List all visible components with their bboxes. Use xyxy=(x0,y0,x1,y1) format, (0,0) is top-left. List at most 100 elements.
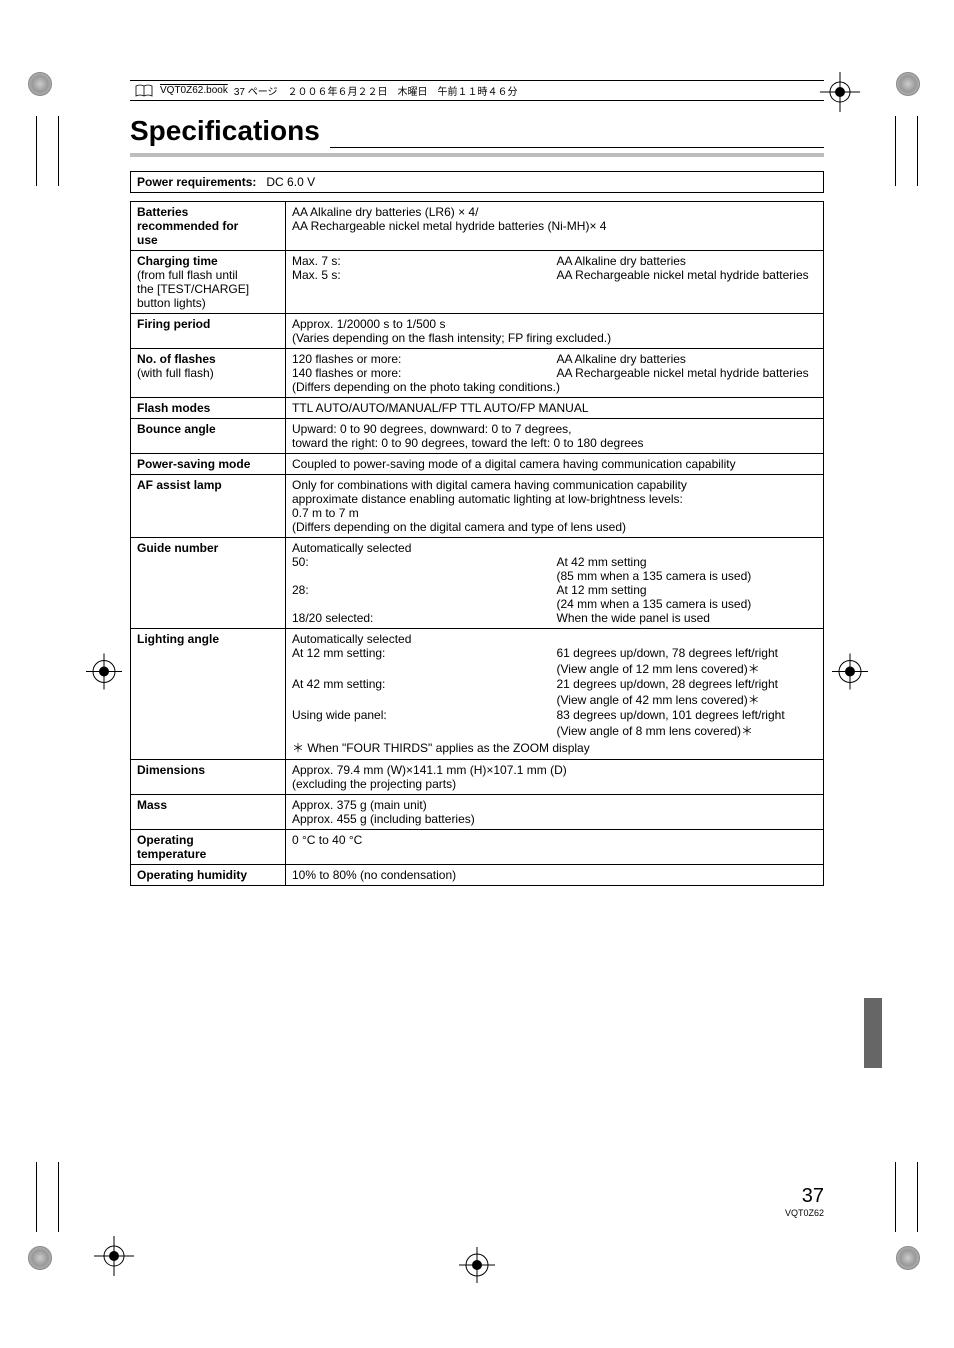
spec-text: 120 flashes or more: xyxy=(292,352,553,366)
spec-text: At 42 mm setting xyxy=(557,555,818,569)
spec-label: recommended for xyxy=(137,219,238,233)
running-head-file: VQT0Z62.book xyxy=(160,85,228,96)
spec-text: AA Alkaline dry batteries xyxy=(557,352,818,366)
rosette-icon xyxy=(896,72,926,102)
table-row: AF assist lamp Only for combinations wit… xyxy=(131,475,824,538)
spec-text: (24 mm when a 135 camera is used) xyxy=(557,597,818,611)
table-row: Operating temperature 0 °C to 40 °C xyxy=(131,830,824,865)
spec-text: (excluding the projecting parts) xyxy=(292,777,817,791)
spec-value: 10% to 80% (no condensation) xyxy=(286,865,824,886)
rosette-icon xyxy=(28,72,58,102)
spec-text: 18/20 selected: xyxy=(292,611,553,625)
spec-text: AA Alkaline dry batteries xyxy=(557,254,818,268)
rosette-icon xyxy=(28,1246,58,1276)
table-row: Firing period Approx. 1/20000 s to 1/500… xyxy=(131,314,824,349)
spec-label: Firing period xyxy=(131,314,286,349)
rosette-icon xyxy=(896,1246,926,1276)
spec-text: AA Rechargeable nickel metal hydride bat… xyxy=(292,219,817,233)
table-row: Guide number Automatically selected 50:A… xyxy=(131,538,824,629)
spec-text: 61 degrees up/down, 78 degrees left/righ… xyxy=(557,646,818,660)
table-row: Dimensions Approx. 79.4 mm (W)×141.1 mm … xyxy=(131,760,824,795)
thumb-tab xyxy=(864,998,882,1068)
spec-text: 28: xyxy=(292,583,553,611)
page-content: VQT0Z62.book 37 ページ ２００６年６月２２日 木曜日 午前１１時… xyxy=(130,80,824,1218)
spec-value: Upward: 0 to 90 degrees, downward: 0 to … xyxy=(286,419,824,454)
power-value: DC 6.0 V xyxy=(266,175,315,189)
spec-label-sub: (with full flash) xyxy=(137,366,214,380)
spec-text: Automatically selected xyxy=(292,541,817,555)
spec-text: Approx. 375 g (main unit) xyxy=(292,798,817,812)
table-row: Lighting angle Automatically selected At… xyxy=(131,629,824,760)
spec-label: Batteries xyxy=(137,205,188,219)
table-row: Operating humidity 10% to 80% (no conden… xyxy=(131,865,824,886)
page-title: Specifications xyxy=(130,115,320,151)
spec-text: At 12 mm setting xyxy=(557,583,818,597)
spec-table: Batteries recommended for use AA Alkalin… xyxy=(130,201,824,886)
spec-label: Bounce angle xyxy=(131,419,286,454)
spec-label-sub: button lights) xyxy=(137,296,206,310)
spec-value: AA Alkaline dry batteries (LR6) × 4/ AA … xyxy=(286,202,824,251)
spec-value: Automatically selected 50: At 42 mm setti… xyxy=(286,538,824,629)
table-row: Batteries recommended for use AA Alkalin… xyxy=(131,202,824,251)
spec-text: Only for combinations with digital camer… xyxy=(292,478,817,492)
spec-text: Max. 7 s: xyxy=(292,254,553,268)
spec-text: AA Rechargeable nickel metal hydride bat… xyxy=(557,268,818,282)
spec-text: AA Alkaline dry batteries (LR6) × 4/ xyxy=(292,205,817,219)
spec-label: Charging time xyxy=(137,254,218,268)
spec-label: temperature xyxy=(137,847,206,861)
spec-label: Power-saving mode xyxy=(131,454,286,475)
spec-text: (Differs depending on the digital camera… xyxy=(292,520,817,534)
spec-value: Coupled to power-saving mode of a digita… xyxy=(286,454,824,475)
spec-text: Using wide panel: xyxy=(292,708,553,739)
spec-text: (Varies depending on the flash intensity… xyxy=(292,331,817,345)
registration-mark-icon xyxy=(820,72,860,112)
spec-label: No. of flashes xyxy=(137,352,216,366)
spec-text: 50: xyxy=(292,555,553,583)
spec-value: Automatically selected At 12 mm setting:… xyxy=(286,629,824,760)
spec-label: use xyxy=(137,233,158,247)
spec-text: toward the right: 0 to 90 degrees, towar… xyxy=(292,436,817,450)
book-icon xyxy=(134,84,154,98)
spec-text: At 42 mm setting: xyxy=(292,677,553,708)
spec-text: 0.7 m to 7 m xyxy=(292,506,817,520)
spec-value: Approx. 375 g (main unit) Approx. 455 g … xyxy=(286,795,824,830)
power-requirements-box: Power requirements: DC 6.0 V xyxy=(130,171,824,193)
spec-text: At 12 mm setting: xyxy=(292,646,553,677)
spec-label: Guide number xyxy=(131,538,286,629)
spec-text: Approx. 79.4 mm (W)×141.1 mm (H)×107.1 m… xyxy=(292,763,817,777)
spec-text: (View angle of 12 mm lens covered)＊ xyxy=(557,660,818,677)
table-row: No. of flashes (with full flash) 120 fla… xyxy=(131,349,824,398)
spec-text: (85 mm when a 135 camera is used) xyxy=(557,569,818,583)
fold-mark-icon xyxy=(86,654,122,695)
spec-text: AA Rechargeable nickel metal hydride bat… xyxy=(557,366,818,380)
spec-text: Max. 5 s: xyxy=(292,268,553,282)
spec-text: Automatically selected xyxy=(292,632,817,646)
spec-text: approximate distance enabling automatic … xyxy=(292,492,817,506)
spec-label: Flash modes xyxy=(131,398,286,419)
spec-label: Mass xyxy=(131,795,286,830)
spec-text: Approx. 455 g (including batteries) xyxy=(292,812,817,826)
fold-mark-icon xyxy=(832,654,868,695)
spec-label: AF assist lamp xyxy=(131,475,286,538)
spec-value: TTL AUTO/AUTO/MANUAL/FP TTL AUTO/FP MANU… xyxy=(286,398,824,419)
spec-label: Lighting angle xyxy=(131,629,286,760)
spec-label-sub: (from full flash until xyxy=(137,268,238,282)
power-label: Power requirements: xyxy=(137,175,256,189)
spec-value: Approx. 1/20000 s to 1/500 s (Varies dep… xyxy=(286,314,824,349)
spec-text: (View angle of 42 mm lens covered)＊ xyxy=(557,691,818,708)
page-footer: 37 VQT0Z62 xyxy=(785,1185,824,1218)
table-row: Charging time (from full flash until the… xyxy=(131,251,824,314)
spec-text: 83 degrees up/down, 101 degrees left/rig… xyxy=(557,708,818,722)
spec-text: When the wide panel is used xyxy=(557,611,818,625)
spec-text: Upward: 0 to 90 degrees, downward: 0 to … xyxy=(292,422,817,436)
spec-value: 120 flashes or more: AA Alkaline dry batt… xyxy=(286,349,824,398)
table-row: Power-saving mode Coupled to power-savin… xyxy=(131,454,824,475)
spec-text: 140 flashes or more: xyxy=(292,366,553,380)
spec-value: Only for combinations with digital camer… xyxy=(286,475,824,538)
fold-mark-icon xyxy=(459,1247,495,1288)
registration-mark-icon xyxy=(94,1236,134,1276)
spec-label: Operating humidity xyxy=(131,865,286,886)
spec-label: Operating xyxy=(137,833,194,847)
spec-text: (Differs depending on the photo taking c… xyxy=(292,380,817,394)
spec-text: Approx. 1/20000 s to 1/500 s xyxy=(292,317,817,331)
